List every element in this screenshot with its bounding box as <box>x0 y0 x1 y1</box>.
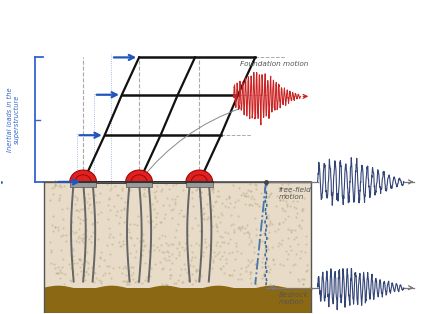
Polygon shape <box>70 170 97 182</box>
Polygon shape <box>186 170 213 182</box>
Bar <box>70 182 97 187</box>
Text: Foundation motion: Foundation motion <box>240 61 309 67</box>
Text: Bedrock
motion: Bedrock motion <box>279 292 309 306</box>
Bar <box>126 182 152 187</box>
Polygon shape <box>126 170 152 182</box>
Polygon shape <box>45 288 311 313</box>
Text: free-field
motion: free-field motion <box>279 187 312 200</box>
Text: Inertial loads in the
superstructure: Inertial loads in the superstructure <box>7 87 20 152</box>
Polygon shape <box>45 182 311 288</box>
Bar <box>186 182 213 187</box>
